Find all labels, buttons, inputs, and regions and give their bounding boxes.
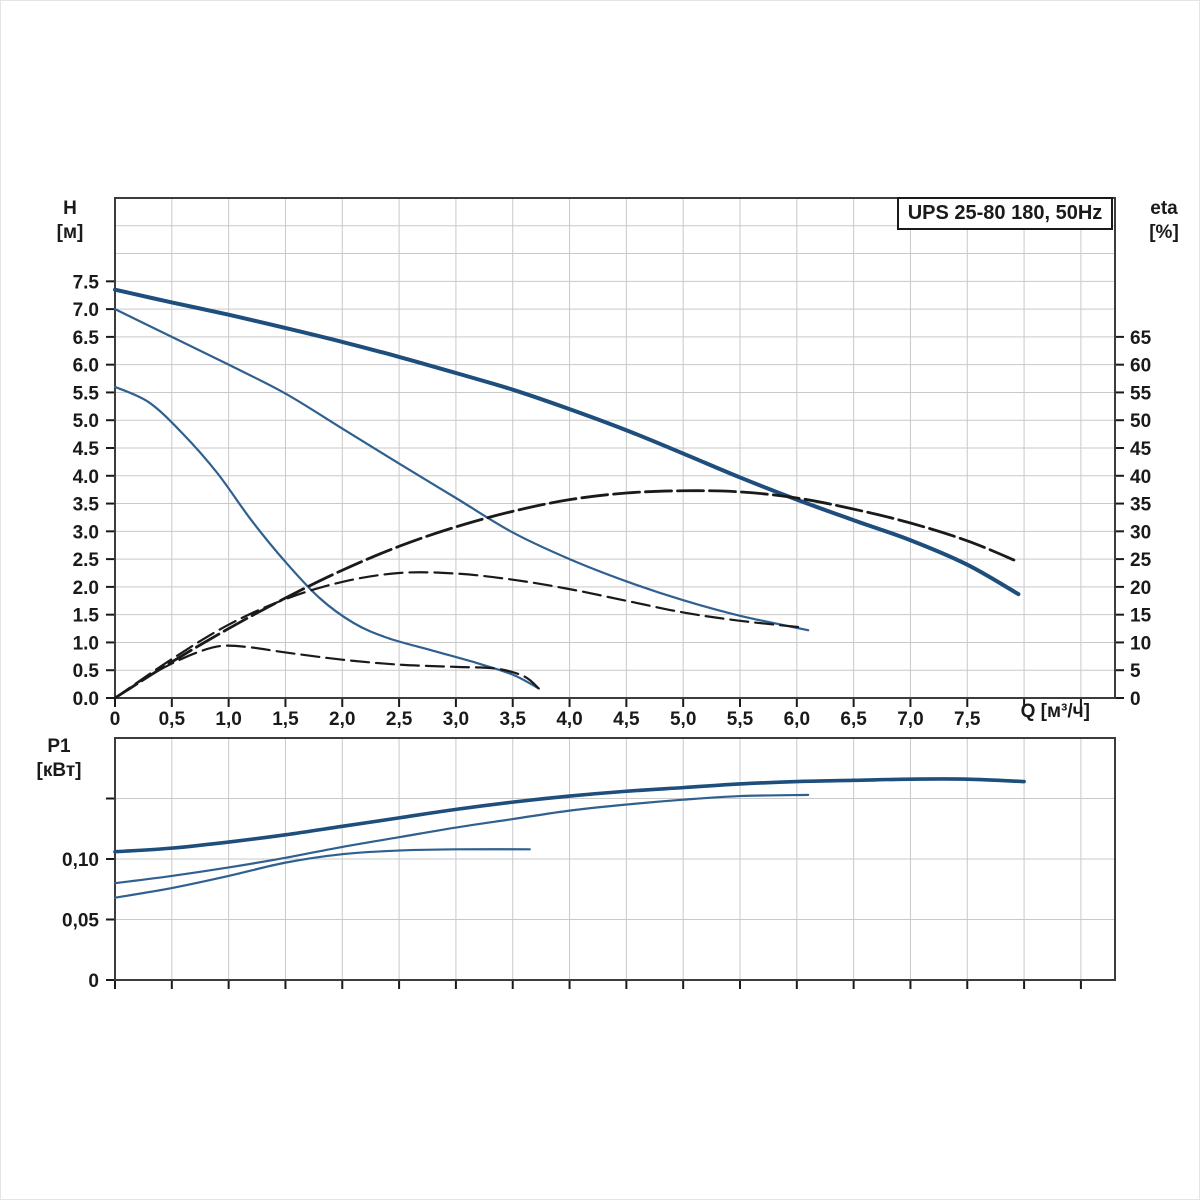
chart-1-grid	[115, 738, 1115, 980]
x-tick-label: 3,5	[500, 709, 527, 730]
chart-title-box: UPS 25-80 180, 50Hz	[897, 197, 1113, 230]
y-tick-label: 5.5	[73, 383, 100, 404]
x-tick-label: 4,5	[613, 709, 640, 730]
power-speed-3-curve	[113, 777, 1026, 854]
x-tick-label: 1,0	[215, 709, 241, 730]
q-axis-label: Q [м³/ч]	[1020, 701, 1090, 722]
eta-speed-3-curve	[113, 489, 1020, 700]
head-speed-1-curve	[113, 385, 540, 690]
chart-1-tick-labels: 0 0,05 0,10	[62, 850, 99, 992]
eta-tick-label: 20	[1130, 578, 1151, 599]
y-tick-label: 0.0	[73, 689, 99, 710]
eta-speed-2-curve	[113, 571, 804, 700]
x-tick-label: 0,5	[159, 709, 186, 730]
x-tick-label: 6,5	[840, 709, 867, 730]
p1-axis-label: P1 [кВт]	[26, 735, 92, 783]
eta-tick-label: 30	[1130, 522, 1151, 543]
eta-tick-label: 35	[1130, 495, 1152, 516]
eta-tick-label: 10	[1130, 633, 1151, 654]
x-tick-label: 2,5	[386, 709, 413, 730]
x-tick-label: 2,0	[329, 709, 355, 730]
x-tick-label: 1,5	[272, 709, 299, 730]
h-axis-label-symbol: H	[63, 198, 77, 219]
eta-tick-label: 40	[1130, 467, 1151, 488]
y-tick-label: 6.5	[73, 328, 100, 349]
eta-tick-label: 55	[1130, 383, 1152, 404]
eta-axis-label: eta [%]	[1134, 197, 1194, 245]
y-tick-label: 2.5	[73, 550, 100, 571]
x-tick-label: 5,5	[727, 709, 754, 730]
chart-1-frame	[114, 737, 1116, 981]
eta-tick-label: 60	[1130, 356, 1151, 377]
x-tick-label: 3,0	[443, 709, 469, 730]
y-tick-label: 2.0	[73, 578, 99, 599]
power-speed-2-curve	[113, 793, 810, 885]
y-tick-label: 6.0	[73, 356, 99, 377]
p1-axis-label-unit: [кВт]	[36, 760, 82, 781]
eta-tick-label: 50	[1130, 411, 1151, 432]
y-tick-label: 4.5	[73, 439, 100, 460]
y-tick-label: 7.5	[73, 272, 100, 293]
x-tick-label: 7,5	[954, 709, 981, 730]
x-tick-label: 7,0	[897, 709, 923, 730]
y-tick-label: 3.0	[73, 522, 99, 543]
chart-0-ticks	[106, 280, 1124, 707]
chart-0-tick-labels: 0 0,5 1,0 1,5 2,0 2,5 3,0 3,5 4,0 4,5 5,0 5,5 6,0 6,5…	[73, 272, 1152, 730]
eta-tick-label: 15	[1130, 606, 1152, 627]
chart-0-grid	[115, 198, 1115, 698]
head-speed-3-curve	[113, 287, 1021, 597]
y-tick-label: 0.5	[73, 661, 100, 682]
chart-title: UPS 25-80 180, 50Hz	[907, 202, 1103, 224]
chart-0-frame	[114, 197, 1116, 699]
y-tick-label: 5.0	[73, 411, 99, 432]
eta-tick-label: 65	[1130, 328, 1152, 349]
y-tick-label: 7.0	[73, 300, 99, 321]
y-tick-label: 3.5	[73, 495, 100, 516]
x-tick-label: 4,0	[556, 709, 582, 730]
y-tick-label: 1.5	[73, 606, 100, 627]
x-tick-label: 5,0	[670, 709, 696, 730]
p1-axis-label-symbol: P1	[47, 736, 71, 757]
y-tick-label: 1.0	[73, 633, 99, 654]
y-tick-label: 0,05	[62, 911, 99, 932]
x-tick-label: 0	[110, 709, 121, 730]
eta-tick-label: 5	[1130, 661, 1141, 682]
eta-tick-label: 0	[1130, 689, 1141, 710]
head-speed-2-curve	[113, 308, 810, 632]
eta-speed-1-curve	[113, 644, 540, 700]
eta-axis-label-unit: [%]	[1149, 222, 1179, 243]
y-tick-label: 0	[88, 971, 99, 992]
eta-tick-label: 45	[1130, 439, 1152, 460]
x-tick-label: 6,0	[784, 709, 810, 730]
h-axis-label: H [м]	[38, 197, 102, 245]
eta-tick-label: 25	[1130, 550, 1152, 571]
power-speed-1-curve	[113, 848, 531, 899]
h-axis-label-unit: [м]	[56, 222, 84, 243]
eta-axis-label-symbol: eta	[1150, 198, 1178, 219]
y-tick-label: 0,10	[62, 850, 99, 871]
chart-1-ticks	[106, 797, 1082, 989]
y-tick-label: 4.0	[73, 467, 99, 488]
